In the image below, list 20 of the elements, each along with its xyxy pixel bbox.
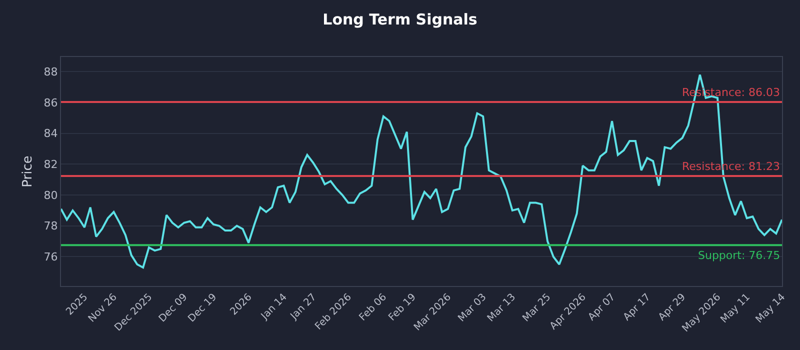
y-tick-label: 82 (44, 158, 58, 172)
y-tick-label: 80 (44, 188, 58, 202)
x-tick-label: Feb 19 (386, 292, 418, 324)
y-axis-title: Price (20, 156, 36, 188)
x-tick-label: Apr 17 (622, 292, 653, 324)
x-tick-label: Apr 07 (586, 292, 618, 324)
line-series (61, 74, 782, 268)
x-tick-label: Jan 27 (288, 292, 319, 323)
x-tick-label: Apr 29 (656, 292, 688, 324)
y-tick-label: 86 (44, 96, 58, 110)
x-tick-label: Jan 14 (258, 292, 290, 323)
chart-title: Long Term Signals (322, 10, 478, 28)
y-tick-label: 84 (44, 127, 58, 140)
y-tick-label: 76 (44, 250, 58, 264)
ref-line-label: Support: 76.75 (698, 249, 780, 262)
x-tick-label: Dec 19 (186, 292, 220, 325)
y-tick-label: 88 (44, 66, 58, 78)
x-tick-label: Feb 06 (358, 292, 390, 324)
x-tick-label: Mar 13 (486, 292, 518, 324)
y-tick-label: 78 (44, 220, 58, 233)
